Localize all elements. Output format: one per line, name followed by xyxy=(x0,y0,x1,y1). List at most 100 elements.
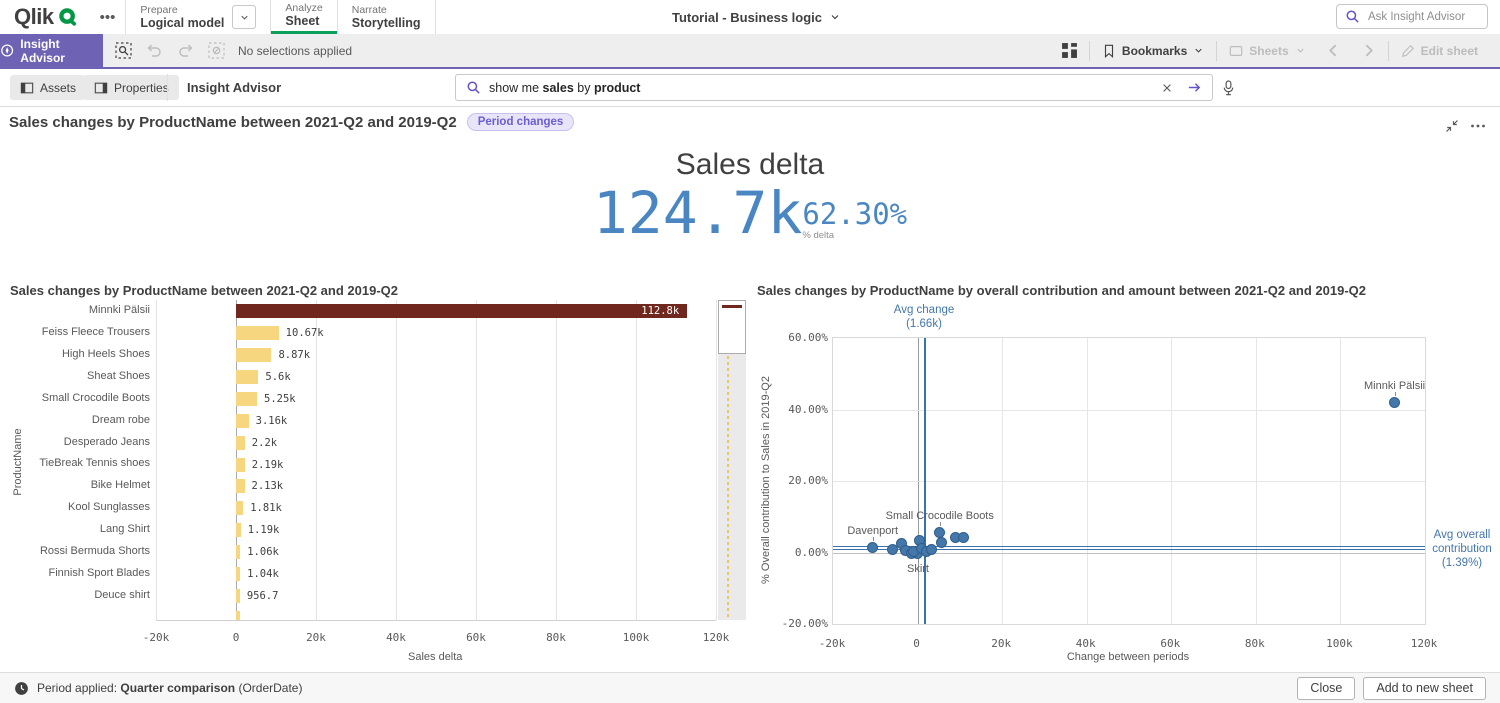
bar[interactable] xyxy=(236,304,688,318)
x-tick: 20k xyxy=(991,637,1012,650)
chart-scrollbar[interactable] xyxy=(718,300,746,620)
bar[interactable] xyxy=(236,347,272,362)
bar-value-label: 1.04k xyxy=(247,568,279,581)
insight-advisor-icon xyxy=(1,44,14,57)
properties-label: Properties xyxy=(114,80,169,95)
collapse-icon[interactable] xyxy=(1444,118,1460,134)
insight-advisor-button[interactable]: Insight Advisor xyxy=(0,34,103,67)
period-label: Period applied: xyxy=(37,681,118,695)
smart-search-icon[interactable] xyxy=(115,42,132,59)
kpi-delta: 62.30% xyxy=(802,197,908,232)
bar-partial[interactable] xyxy=(236,611,240,621)
avg-contribution-label: Avg overall contribution xyxy=(1432,529,1492,555)
scatter-point-label: Davenport xyxy=(847,525,899,538)
scatter-point[interactable] xyxy=(926,543,938,555)
scatter-point[interactable] xyxy=(958,531,970,543)
scrollbar-viewport[interactable] xyxy=(718,300,746,354)
panel-left-icon xyxy=(20,82,34,93)
bar[interactable] xyxy=(236,369,259,384)
bar[interactable] xyxy=(236,325,279,340)
search-icon xyxy=(1346,10,1359,23)
microphone-icon[interactable] xyxy=(1221,80,1236,97)
y-tick: 40.00% xyxy=(788,402,828,416)
clear-selections-icon[interactable] xyxy=(208,42,225,59)
chevron-down-icon xyxy=(1195,48,1202,53)
assets-label: Assets xyxy=(40,80,77,95)
bar-chart-title: Sales changes by ProductName between 202… xyxy=(10,283,398,298)
bookmarks-button[interactable]: Bookmarks xyxy=(1094,44,1212,58)
sheet-icon xyxy=(1230,45,1243,56)
assets-button[interactable]: Assets xyxy=(10,75,87,100)
bar[interactable] xyxy=(236,391,257,406)
next-sheet-icon[interactable] xyxy=(1360,42,1377,59)
x-tick: 20k xyxy=(306,631,326,644)
tab-analyze[interactable]: Analyze Sheet xyxy=(271,0,337,34)
bar-x-axis-label: Sales delta xyxy=(408,651,463,663)
add-to-new-sheet-button[interactable]: Add to new sheet xyxy=(1363,676,1486,700)
bar-chart-plot: 112.8k 10.67k 8.87k 5.6k 5.25k 3.16k 2.2k 2.19k… xyxy=(156,300,717,621)
bar-category-label: Feiss Fleece Trousers xyxy=(41,325,150,338)
prepare-dropdown-button[interactable] xyxy=(232,5,257,29)
step-back-icon[interactable] xyxy=(146,42,163,59)
bar[interactable] xyxy=(236,545,241,560)
bar-category-label: Minnki Pälsii xyxy=(88,304,150,316)
clock-icon xyxy=(15,681,28,695)
chevron-down-icon xyxy=(1297,48,1304,53)
more-options-icon[interactable]: ••• xyxy=(99,8,116,26)
clear-search-icon[interactable] xyxy=(1161,82,1173,94)
x-tick: 120k xyxy=(702,631,730,644)
avg-contribution-annotation: Avg overall contribution (1.39%) xyxy=(1424,528,1500,570)
bar[interactable] xyxy=(236,523,241,538)
logo-text: Qlik xyxy=(14,4,54,29)
x-tick: 60k xyxy=(1160,637,1181,650)
scatter-point[interactable] xyxy=(867,541,879,553)
bar-value-label: 5.6k xyxy=(265,370,291,383)
bar[interactable] xyxy=(236,435,245,450)
bar-category-label: Kool Sunglasses xyxy=(68,501,150,514)
ask-insight-advisor-input[interactable] xyxy=(1366,9,1480,24)
panel-right-icon xyxy=(94,82,108,93)
bar-value-label: 2.2k xyxy=(251,436,278,449)
tab-prepare-value: Logical model xyxy=(140,15,225,30)
insight-search-input[interactable]: show me sales by product xyxy=(455,74,1213,101)
ask-insight-advisor-search[interactable] xyxy=(1336,4,1488,29)
scatter-point[interactable] xyxy=(936,536,948,548)
properties-button[interactable]: Properties xyxy=(84,75,179,100)
bar[interactable] xyxy=(236,457,245,472)
scatter-gridline xyxy=(833,409,1425,411)
bar[interactable] xyxy=(236,501,244,516)
close-button[interactable]: Close xyxy=(1297,676,1356,700)
app-objects-grid-icon[interactable] xyxy=(1061,42,1078,59)
bar-category-label: Desperado Jeans xyxy=(63,435,150,448)
submit-search-icon[interactable] xyxy=(1187,80,1202,95)
step-forward-icon[interactable] xyxy=(177,42,194,59)
previous-sheet-icon[interactable] xyxy=(1325,42,1342,59)
bar-value-label: 956.7 xyxy=(246,590,279,603)
scatter-point[interactable] xyxy=(887,544,899,556)
app-title: Tutorial - Business logic xyxy=(672,9,823,25)
period-name: Quarter comparison xyxy=(120,681,236,695)
bar-gridline xyxy=(636,300,637,620)
kpi-title: Sales delta xyxy=(675,148,825,181)
avg-contribution-line xyxy=(833,545,1425,550)
x-tick: 0 xyxy=(913,637,920,650)
tab-prepare[interactable]: Prepare Logical model xyxy=(126,0,270,34)
bar-category-label: Deuce shirt xyxy=(94,588,150,601)
kpi-panel: Sales delta 124.7k 62.30% % delta xyxy=(0,148,1500,242)
bar[interactable] xyxy=(236,413,249,428)
bar[interactable] xyxy=(236,479,245,494)
tab-narrate[interactable]: Narrate Storytelling xyxy=(338,0,435,34)
avg-change-line xyxy=(923,338,926,624)
edit-sheet-button[interactable]: Edit sheet xyxy=(1393,44,1486,58)
bar[interactable] xyxy=(236,589,240,604)
sheets-button[interactable]: Sheets xyxy=(1221,44,1313,58)
x-tick: -20k xyxy=(818,637,846,650)
bar-gridline xyxy=(556,300,557,620)
y-tick: 0.00% xyxy=(794,545,828,559)
scatter-point[interactable] xyxy=(1389,396,1401,408)
bar[interactable] xyxy=(236,567,241,582)
more-menu-icon[interactable] xyxy=(1470,118,1486,134)
app-title-dropdown[interactable]: Tutorial - Business logic xyxy=(672,0,841,34)
app-logo[interactable]: Qlik xyxy=(0,0,90,34)
y-tick: -20.00% xyxy=(781,617,828,630)
